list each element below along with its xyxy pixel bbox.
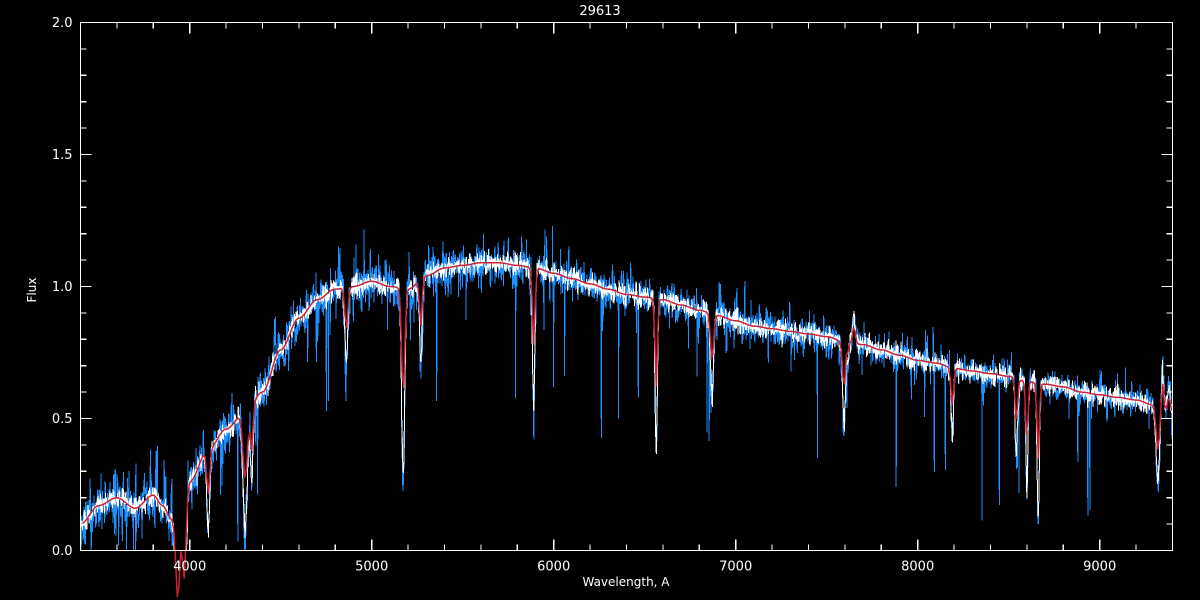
y-tick-label: 0.0 — [52, 544, 73, 559]
x-tick-label: 5000 — [355, 560, 388, 575]
axes-layer: 4000 5000 6000 7000 8000 9000 0.0 0.5 1.0 1.5 2.0 — [52, 16, 1174, 575]
series-model-fit — [79, 261, 1173, 598]
x-axis-title: Wavelength, A — [582, 575, 670, 589]
x-tick-label: 8000 — [901, 560, 934, 575]
series-layer — [79, 226, 1173, 598]
x-tick-label: 4000 — [173, 560, 206, 575]
x-tick-label: 7000 — [719, 560, 752, 575]
y-tick-label: 1.5 — [52, 148, 73, 163]
x-tick-label: 9000 — [1083, 560, 1116, 575]
y-axis-title: Flux — [25, 278, 39, 303]
y-tick-label: 2.0 — [52, 16, 73, 31]
y-tick-label: 0.5 — [52, 412, 73, 427]
y-tick-label: 1.0 — [52, 280, 73, 295]
x-tick-label: 6000 — [537, 560, 570, 575]
page-title: 29613 — [579, 4, 620, 19]
